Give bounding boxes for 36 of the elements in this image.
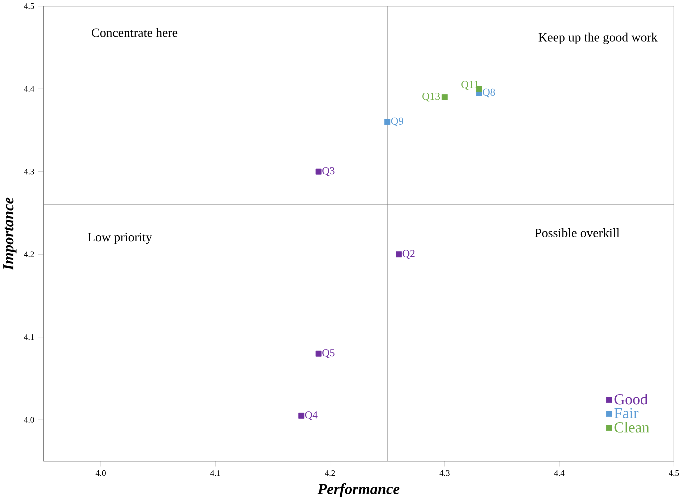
annotation: Q3 — [322, 167, 335, 176]
y-tick-label: 4.3 — [24, 168, 34, 175]
annotation: Concentrate here — [92, 28, 178, 38]
x-tick-label: 4.0 — [96, 470, 106, 476]
x-tick-label: 4.4 — [554, 470, 565, 476]
annotation: Q5 — [322, 350, 335, 358]
annotation: Q2 — [402, 250, 415, 259]
legend-label: Clean — [614, 422, 650, 433]
point — [384, 119, 391, 126]
point — [396, 252, 402, 258]
x-tick-label: 4.1 — [210, 470, 220, 476]
y-tick-label: 4.0 — [24, 417, 34, 423]
point — [298, 412, 305, 419]
x-tick-label: 4.5 — [669, 470, 680, 476]
y-tick-label: 4.4 — [24, 86, 34, 92]
y-tick-label: 4.1 — [24, 334, 34, 340]
x-axis-title: Performance — [318, 484, 400, 498]
annotation: Q4 — [305, 412, 318, 420]
annotation: Possible overkill — [535, 228, 620, 238]
point — [316, 168, 322, 175]
point — [316, 350, 322, 357]
annotation: Q13 — [422, 93, 440, 102]
annotation: Q8 — [483, 88, 496, 98]
annotation: Q11 — [462, 81, 478, 90]
point — [442, 94, 448, 100]
x-tick-label: 4.2 — [325, 470, 336, 476]
legend-label: Good — [614, 394, 648, 405]
annotation: Low priority — [88, 233, 152, 244]
x-tick-label: 4.3 — [440, 470, 450, 476]
y-axis-title: Importance — [4, 198, 17, 270]
point — [476, 86, 482, 92]
annotation: Keep up the good work — [538, 32, 658, 44]
y-tick-label: 4.5 — [24, 4, 34, 10]
y-tick-label: 4.2 — [24, 252, 34, 258]
annotation: Q9 — [391, 118, 404, 127]
legend-label: Fair — [614, 408, 639, 418]
